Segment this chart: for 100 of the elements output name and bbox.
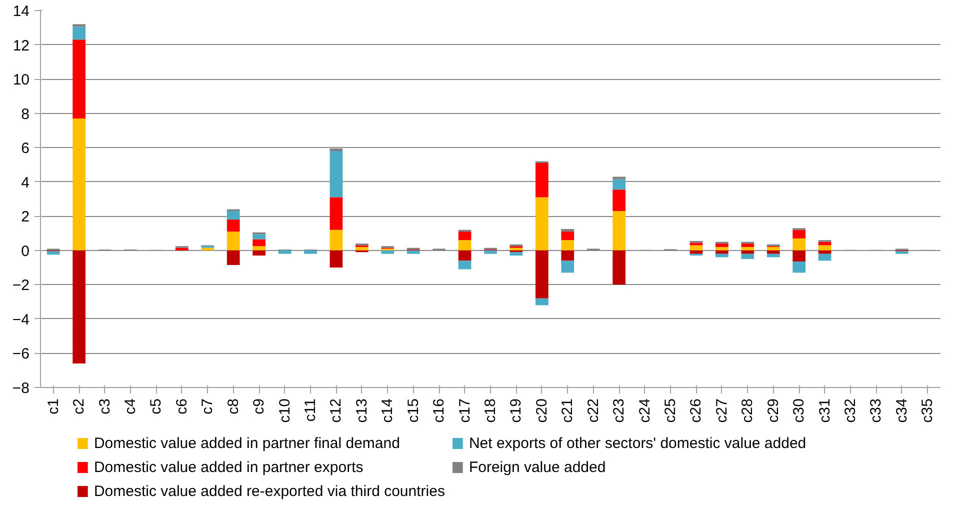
bar [766,250,780,254]
bar [72,40,86,118]
bar [536,163,548,198]
y-tick-label: 8 [21,106,30,123]
x-tick-label: c1 [44,398,62,414]
bar [252,246,266,250]
y-tick-label: 2 [21,208,30,226]
bar [792,230,806,238]
bar [201,248,214,250]
bar [484,250,497,254]
x-tick-label: c17 [456,398,474,423]
bar [536,298,548,306]
x-tick-label: c6 [173,398,190,414]
y-tick-label: −4 [12,311,30,328]
bar [510,252,523,256]
x-tick-label: c24 [636,398,654,423]
bar [818,242,832,246]
bar [356,246,368,250]
bar [330,148,343,152]
bar [176,248,188,250]
bar [561,228,574,232]
bar [766,254,780,258]
bar [561,250,574,261]
x-tick-label: c16 [430,398,448,423]
bar [741,244,754,247]
x-tick-label: c9 [250,398,268,414]
legend-label: Foreign value added [468,459,606,476]
x-tick-label: c4 [122,398,139,414]
x-tick-label: c33 [868,398,885,423]
bar [72,24,86,27]
bar [792,238,806,250]
bar [818,245,832,250]
bar [690,250,703,254]
bar [458,240,472,250]
x-tick-label: c2 [70,398,88,414]
y-tick-label: 4 [21,174,30,192]
bar [330,197,343,230]
bar [612,210,626,250]
y-tick-label: 12 [12,37,30,54]
bar [741,246,754,250]
bar [612,179,626,190]
x-tick-label: c23 [610,398,628,423]
legend-label: Net exports of other sectors' domestic value added [468,435,806,452]
bar [330,250,343,268]
bar [536,250,548,298]
bar [716,246,728,250]
bar [330,230,343,250]
bar [741,250,754,254]
bar [406,250,420,254]
bar [612,250,626,285]
y-tick-label: 14 [12,3,30,20]
bar [72,118,86,250]
x-tick-label: c10 [276,398,294,423]
y-tick-label: −2 [12,277,30,294]
y-tick-label: 0 [21,242,30,260]
bar [818,254,832,261]
y-tick-label: −8 [12,380,30,397]
bar [716,254,728,258]
x-tick-label: c35 [919,398,936,423]
bar [510,248,523,250]
bar [561,240,574,250]
x-tick-label: c26 [688,398,705,423]
bar [766,246,780,250]
x-tick-label: c28 [739,398,756,423]
x-tick-label: c31 [816,398,834,423]
bar [226,232,240,250]
bar [792,250,806,262]
x-tick-label: c11 [302,398,319,422]
x-tick-label: c22 [584,398,602,423]
bar [252,234,266,240]
x-tick-label: c32 [842,398,859,423]
x-tick-label: c34 [893,398,910,423]
x-tick-label: c25 [662,398,679,423]
bar [690,245,703,250]
x-tick-label: c13 [353,398,370,423]
y-tick-label: 10 [12,72,30,89]
bar [458,260,472,270]
bar [896,251,908,254]
bar [561,260,574,273]
bar [818,250,832,254]
bar [252,250,266,256]
bar [381,250,394,254]
bar [792,262,806,273]
x-tick-label: c7 [199,398,216,414]
y-tick-label: −6 [12,346,30,363]
legend-label: Domestic value added in partner exports [94,459,364,476]
x-tick-label: c19 [508,398,525,423]
bar [561,232,574,240]
bar [612,176,626,180]
bar [716,250,728,254]
bar [72,250,86,364]
bar [278,250,292,254]
bar [330,151,343,198]
legend-label: Domestic value added re-exported via third countries [94,483,445,500]
bar [690,242,703,246]
x-tick-label: c21 [559,398,576,423]
bar [612,190,626,211]
bar [716,244,728,247]
y-tick-label: 6 [21,140,30,158]
bar [226,220,240,232]
